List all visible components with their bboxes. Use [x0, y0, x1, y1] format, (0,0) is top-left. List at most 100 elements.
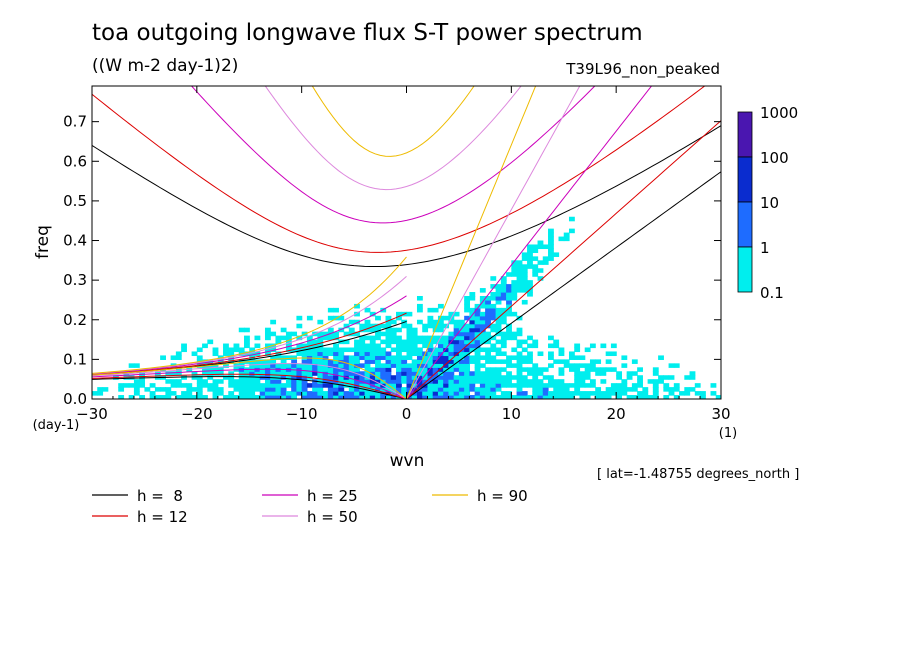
spectrum-cell [244, 335, 250, 341]
spectrum-cell [469, 327, 476, 333]
spectrum-cell [207, 371, 214, 376]
colorbar-swatch [737, 156, 753, 203]
spectrum-cell [301, 387, 308, 392]
spectrum-cell [642, 395, 649, 399]
spectrum-cell [568, 228, 575, 234]
spectrum-cell [558, 387, 565, 392]
spectrum-cell [563, 363, 570, 368]
spectrum-cell [485, 375, 491, 380]
spectrum-cell [464, 375, 470, 380]
spectrum-cell [458, 363, 465, 368]
spectrum-cell [637, 379, 643, 384]
spectrum-cell [333, 371, 339, 376]
spectrum-cell [443, 383, 450, 388]
spectrum-cell [338, 367, 345, 372]
spectrum-cell [416, 303, 423, 309]
spectrum-cell [285, 343, 292, 349]
spectrum-cell [432, 387, 439, 392]
spectrum-cell [458, 375, 465, 380]
spectrum-cell [506, 303, 512, 309]
spectrum-cell [223, 343, 229, 349]
spectrum-cell [527, 335, 533, 341]
spectrum-cell [448, 363, 455, 368]
spectrum-cell [338, 315, 345, 321]
spectrum-cell [275, 351, 282, 357]
spectrum-cell [437, 327, 444, 333]
spectrum-cell [490, 327, 497, 333]
spectrum-cell [589, 379, 596, 384]
spectrum-cell [322, 395, 329, 399]
spectrum-cell [385, 379, 392, 384]
spectrum-cell [553, 343, 560, 349]
spectrum-cell [306, 371, 313, 376]
spectrum-cell [422, 355, 429, 360]
spectrum-cell [264, 391, 271, 396]
spectrum-cell [233, 347, 240, 353]
spectrum-cell [427, 363, 434, 368]
spectrum-cell [118, 383, 125, 388]
spectrum-cell [317, 375, 324, 380]
spectrum-cell [244, 375, 250, 380]
spectrum-cell [485, 299, 491, 305]
spectrum-cell [396, 371, 402, 376]
spectrum-cell [495, 323, 502, 329]
spectrum-cell [527, 359, 533, 364]
spectrum-cell [165, 391, 172, 396]
spectrum-cell [574, 371, 581, 376]
spectrum-cell [479, 295, 486, 301]
spectrum-cell [432, 335, 439, 341]
spectrum-cell [558, 379, 565, 384]
spectrum-cell [548, 228, 554, 234]
spectrum-cell [437, 323, 444, 329]
spectrum-cell [511, 295, 518, 301]
spectrum-cell [511, 288, 518, 293]
spectrum-cell [291, 379, 298, 384]
spectrum-cell [443, 375, 450, 380]
spectrum-cell [411, 331, 418, 337]
spectrum-cell [369, 351, 376, 357]
spectrum-cell [249, 363, 256, 368]
kelvin-wave-curve [406, 171, 721, 399]
spectrum-cell [217, 379, 224, 384]
spectrum-cell [542, 387, 549, 392]
spectrum-cell [380, 351, 387, 357]
spectrum-cell [380, 339, 387, 345]
spectrum-cell [443, 387, 450, 392]
spectrum-cell [563, 391, 570, 396]
spectrum-cell [275, 395, 282, 399]
spectrum-cell [663, 395, 670, 399]
spectrum-cell [291, 383, 298, 388]
spectrum-cell [506, 371, 512, 376]
spectrum-cell [348, 347, 355, 353]
spectrum-cell [673, 363, 680, 368]
spectrum-cell [233, 343, 240, 349]
spectrum-cell [401, 371, 408, 376]
run-label: T39L96_non_peaked [566, 60, 720, 78]
spectrum-cell [228, 379, 235, 384]
spectrum-cell [401, 343, 408, 349]
spectrum-cell [595, 395, 602, 399]
spectrum-cell [338, 347, 345, 353]
spectrum-cell [354, 363, 360, 368]
spectrum-cell [527, 371, 533, 376]
spectrum-cell [579, 355, 586, 360]
spectrum-cell [406, 347, 413, 353]
spectrum-cell [333, 387, 339, 392]
spectrum-cell [181, 395, 187, 399]
spectrum-cell [291, 391, 298, 396]
spectrum-cell [254, 387, 261, 392]
mixed-rossby-gravity-curve [92, 312, 407, 376]
spectrum-cell [327, 383, 334, 388]
spectrum-cell [495, 331, 502, 337]
spectrum-cell [306, 359, 313, 364]
spectrum-cell [364, 379, 371, 384]
spectrum-cell [500, 383, 507, 388]
spectrum-cell [432, 395, 439, 399]
spectrum-cell [249, 379, 256, 384]
spectrum-cell [322, 347, 329, 353]
spectrum-cell [264, 351, 271, 357]
spectrum-cell [249, 391, 256, 396]
spectrum-cell [406, 375, 413, 380]
spectrum-cell [652, 383, 659, 388]
spectrum-cell [228, 355, 235, 360]
